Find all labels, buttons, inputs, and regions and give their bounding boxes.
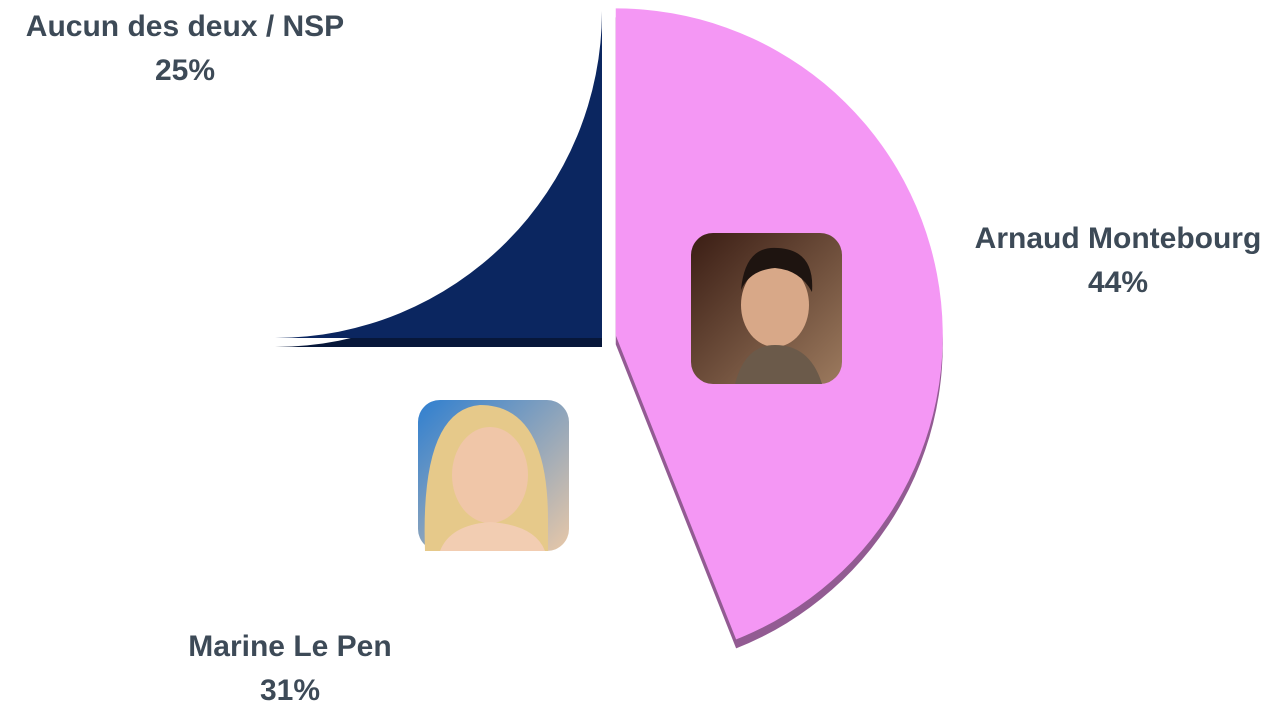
photo-lepen xyxy=(418,400,569,551)
slice-value-label: 31% xyxy=(260,674,320,707)
pie xyxy=(275,8,943,649)
photo-montebourg xyxy=(691,233,842,384)
slice xyxy=(275,11,602,338)
slice-label: Marine Le Pen xyxy=(188,630,391,663)
slice-value-label: 44% xyxy=(1088,266,1148,299)
slice-value-label: 25% xyxy=(155,54,215,87)
slice-label: Aucun des deux / NSP xyxy=(26,10,344,43)
slice-label: Arnaud Montebourg xyxy=(975,222,1262,255)
